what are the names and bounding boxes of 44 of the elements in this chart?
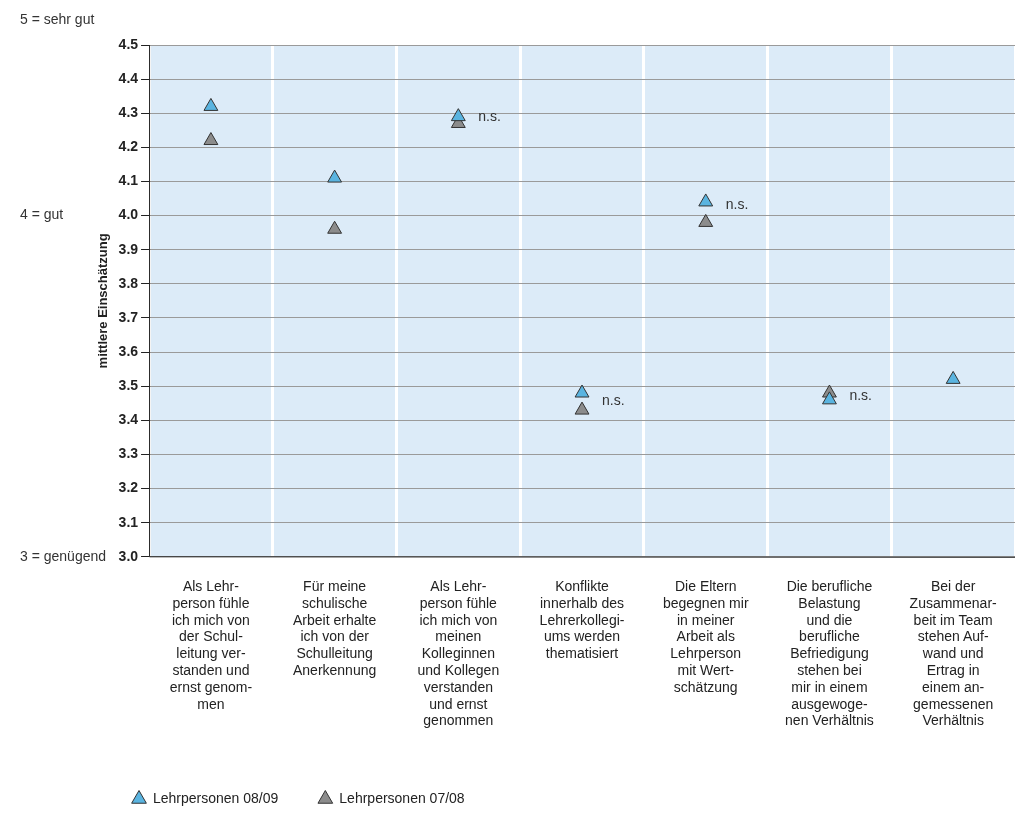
point	[450, 108, 466, 122]
category-label: Als Lehr- person fühle ich mich von meinen Kolleginnen und Kollegen verstanden und ernst genommen	[417, 578, 500, 729]
y-tick-label: 4.3	[118, 104, 139, 121]
category-label: Die berufliche Belastung und die berufliche Befriedigung stehen bei mir in einem ausgewoge- nen Verhältnis	[785, 578, 874, 729]
text: 4 = gut	[20, 206, 64, 223]
legend-label: Lehrpersonen 07/08	[339, 789, 465, 806]
category-label: Bei der Zusammenar- beit im Team stehen Auf- wand und Ertrag in einem an- gemessenen Verhältnis	[909, 578, 997, 729]
y-tick-label: 4.4	[118, 69, 139, 86]
y-tick-label: 3.3	[118, 445, 139, 462]
annotation: n.s.	[602, 392, 625, 409]
x-tick-label: Konflikte innerhalb des Lehrerkollegi- ums werden thematisiert	[539, 578, 625, 662]
y-tick-label: 3.6	[118, 342, 139, 359]
point	[574, 384, 590, 398]
text: 3 = genügend	[20, 547, 107, 564]
y-tick-label: 4.1	[118, 172, 139, 189]
point	[822, 391, 837, 405]
y-tick-label: 4.0	[118, 206, 139, 223]
point	[698, 193, 714, 207]
point	[203, 97, 219, 111]
y-tick-label: 3.1	[118, 513, 139, 530]
annotation: n.s.	[725, 196, 749, 213]
annotation: n.s.	[478, 107, 501, 124]
point	[327, 220, 343, 234]
point	[327, 169, 343, 183]
y-tick-label: 3.9	[118, 240, 139, 257]
annotation: n.s.	[849, 387, 873, 404]
text: 5 = sehr gut	[20, 10, 95, 27]
y-tick-label: 3.2	[118, 479, 139, 496]
point	[945, 370, 961, 384]
legend-label: Lehrpersonen 08/09	[153, 789, 279, 806]
y-axis-title: mittlere Einschätzung	[95, 233, 111, 369]
y-tick-label: 3.7	[118, 308, 139, 325]
x-tick-label: Die Eltern begegnen mir in meiner Arbeit als Lehrperson mit Wert- schätzung	[662, 578, 749, 695]
y-tick-label: 3.0	[118, 547, 139, 564]
y-tick-label: 4.2	[118, 138, 139, 155]
y-tick-label: 3.4	[118, 411, 139, 428]
y-tick-label: 4.5	[118, 35, 139, 52]
point	[574, 401, 590, 415]
y-tick-label: 3.8	[118, 274, 139, 291]
point	[698, 213, 714, 227]
point	[203, 132, 219, 146]
y-tick-label: 3.5	[118, 377, 139, 394]
x-tick-label: Für meine schulische Arbeit erhalte ich von der Schulleitung Anerkennung	[292, 578, 377, 679]
x-tick-label: Als Lehr- person fühle ich mich von der Schul- leitung ver- standen und ernst genom- men	[169, 578, 253, 712]
